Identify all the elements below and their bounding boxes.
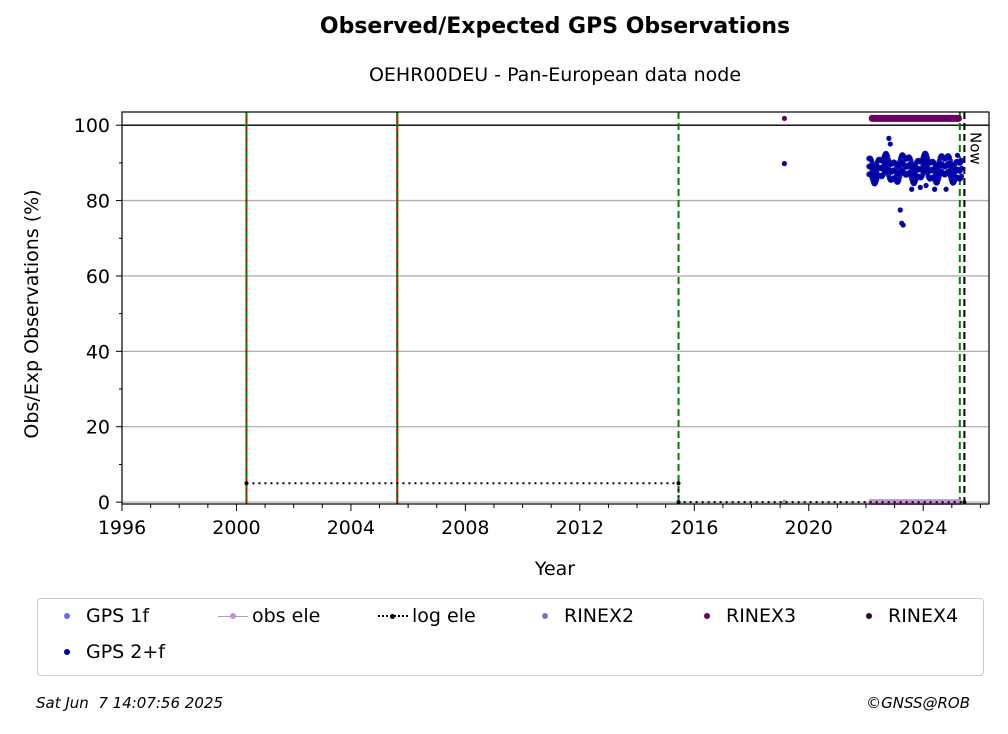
data-band <box>868 114 962 122</box>
footer-credit: ©GNSS@ROB <box>866 694 970 712</box>
plot-frame <box>121 111 990 505</box>
legend-item-log-ele: log ele <box>378 605 476 627</box>
now-label: Now <box>966 132 984 165</box>
legend-label: GPS 2+f <box>86 641 165 663</box>
x-tick-label: 2000 <box>212 517 260 539</box>
y-tick-label: 60 <box>86 266 110 288</box>
legend-item-rinex3: RINEX3 <box>692 605 796 627</box>
axis-ticks: 0 20 40 60 80 100 1996 2000 2004 2008 2012 2016 2020… <box>74 115 981 539</box>
x-axis-label: Year <box>534 558 575 580</box>
data-point <box>957 175 963 181</box>
data-point <box>676 500 681 505</box>
legend-marker <box>854 606 884 626</box>
data-point <box>917 184 923 190</box>
legend-label: GPS 1f <box>86 605 150 627</box>
vertical-event-lines <box>245 112 966 504</box>
data-point <box>781 115 788 122</box>
grid-layer <box>122 124 989 503</box>
chart-subtitle: OEHR00DEU - Pan-European data node <box>368 64 742 86</box>
y-tick-label: 40 <box>86 341 110 363</box>
legend-item-rinex4: RINEX4 <box>854 605 958 627</box>
legend-marker <box>530 606 560 626</box>
footer-timestamp: Sat Jun 7 14:07:56 2025 <box>36 694 223 712</box>
y-tick-label: 100 <box>74 115 110 137</box>
data-point <box>781 161 788 167</box>
legend-item-gps-2f: GPS 2+f <box>52 641 165 663</box>
data-point <box>952 169 958 175</box>
data-point <box>932 186 938 192</box>
x-tick-label: 1996 <box>98 517 146 539</box>
chart-title: Observed/Expected GPS Observations <box>319 14 791 39</box>
data-point <box>909 186 915 192</box>
legend: GPS 1f obs ele log ele RINEX2 RINEX3 RIN… <box>37 598 984 676</box>
legend-marker <box>692 606 722 626</box>
x-tick-label: 2024 <box>899 517 947 539</box>
data-point <box>943 186 949 192</box>
legend-item-gps-1f: GPS 1f <box>52 605 149 627</box>
y-axis-label: Obs/Exp Observations (%) <box>21 189 43 438</box>
data-point <box>781 499 787 505</box>
legend-marker <box>52 606 82 626</box>
data-point <box>958 165 965 171</box>
y-tick-label: 20 <box>86 417 110 439</box>
legend-label: RINEX3 <box>726 605 797 627</box>
data-point <box>676 481 681 486</box>
legend-label: RINEX2 <box>564 605 635 627</box>
legend-item-obs-ele: obs ele <box>218 605 320 627</box>
data-point <box>897 207 903 213</box>
legend-marker <box>52 642 82 662</box>
chart-area: 0 20 40 60 80 100 1996 2000 2004 2008 2012 2016 2020… <box>21 111 990 580</box>
data-point <box>886 135 892 141</box>
x-tick-label: 2012 <box>556 517 604 539</box>
series-rinex3 <box>781 114 962 122</box>
data-point <box>900 222 906 228</box>
data-band <box>868 499 962 506</box>
x-tick-label: 2004 <box>327 517 375 539</box>
series-gps-2-f <box>781 135 965 228</box>
series-log-ele <box>244 481 967 505</box>
data-layer <box>244 114 967 506</box>
data-point <box>244 481 249 486</box>
y-tick-label: 0 <box>98 492 110 514</box>
x-tick-label: 2008 <box>441 517 489 539</box>
legend-label: log ele <box>412 605 476 627</box>
legend-label: obs ele <box>252 605 321 627</box>
data-point <box>954 152 961 158</box>
series-line <box>246 482 965 504</box>
legend-marker <box>378 606 408 626</box>
data-point <box>887 141 893 147</box>
legend-marker <box>218 606 248 626</box>
legend-item-rinex2: RINEX2 <box>530 605 634 627</box>
x-tick-label: 2016 <box>670 517 718 539</box>
data-point <box>962 500 967 505</box>
x-tick-label: 2020 <box>785 517 833 539</box>
series-obs-ele <box>781 499 962 506</box>
y-tick-label: 80 <box>86 191 110 213</box>
data-point <box>958 157 965 163</box>
data-point <box>923 182 929 189</box>
legend-label: RINEX4 <box>888 605 959 627</box>
